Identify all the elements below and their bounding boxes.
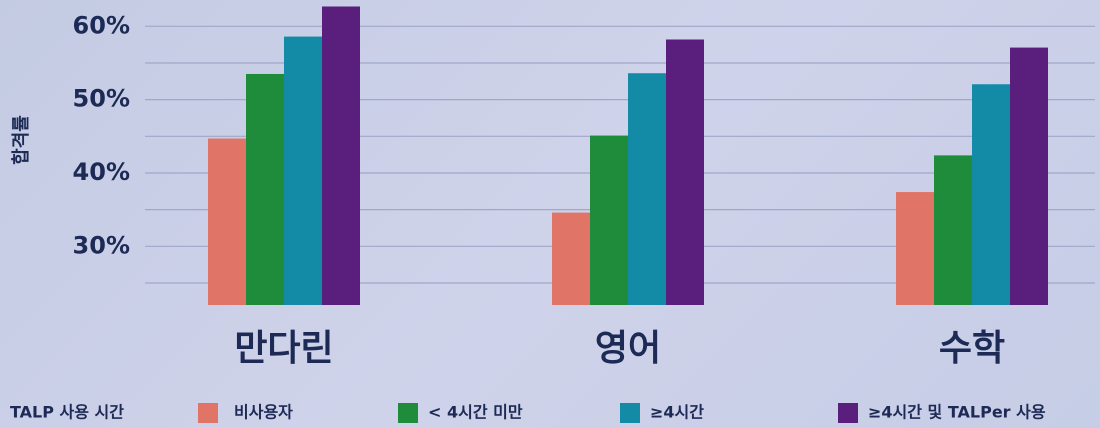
x-tick-label: 만다린 (234, 328, 333, 369)
bar (246, 73, 284, 305)
bar (972, 84, 1010, 306)
legend-label: 비사용자 (234, 403, 293, 422)
legend-swatch (398, 403, 418, 423)
x-tick-label: 영어 (595, 328, 661, 369)
legend-label: ≥4시간 (650, 403, 704, 422)
legend-label: < 4시간 미만 (428, 403, 523, 422)
bar (666, 39, 704, 305)
bar (1010, 47, 1048, 305)
bar (934, 155, 972, 305)
bar (284, 36, 322, 305)
y-tick-label: 40% (73, 158, 130, 186)
y-tick-label: 30% (73, 231, 130, 259)
legend-swatch (838, 403, 858, 423)
legend-swatch (198, 403, 218, 423)
legend-label: ≥4시간 및 TALPer 사용 (868, 403, 1046, 422)
x-tick-label: 수학 (939, 328, 1005, 369)
legend-title: TALP 사용 시간 (10, 403, 124, 422)
legend-swatch (620, 403, 640, 423)
bar (896, 192, 934, 305)
y-tick-label: 50% (73, 85, 130, 113)
y-axis-label: 합격률 (10, 115, 32, 165)
y-tick-label: 60% (73, 11, 130, 39)
bar (208, 138, 246, 305)
bar (628, 73, 666, 306)
bar (590, 135, 628, 305)
bar (552, 212, 590, 305)
bar (322, 6, 360, 305)
